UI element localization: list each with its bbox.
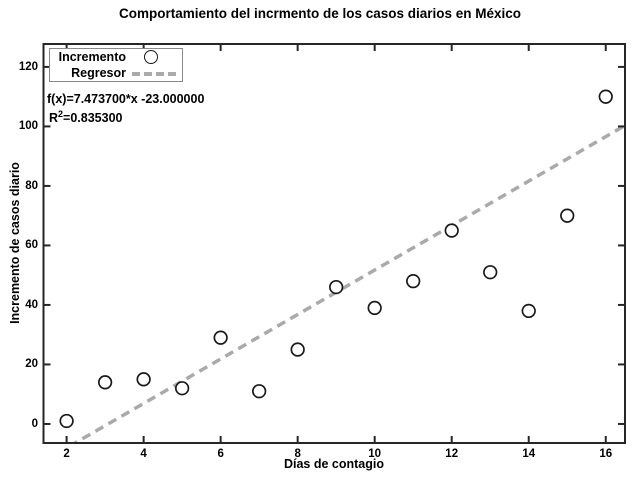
legend-marker-circle-icon [144,50,158,64]
chart-title: Comportamiento del incrmento de los caso… [118,6,522,21]
legend-label-incremento: Incremento [58,50,126,64]
data-point [252,384,267,399]
legend-marker-dashed-line-icon [132,72,176,76]
data-point [521,303,536,319]
data-point [367,300,382,316]
data-point [560,208,575,223]
data-point [483,265,498,280]
legend-item-incremento: Incremento [50,49,182,64]
data-point [329,279,344,295]
legend-label-regresor: Regresor [71,66,126,80]
data-point [59,413,74,429]
data-point [290,342,305,357]
data-point [174,381,190,396]
data-point [97,375,113,390]
data-point [213,330,228,345]
annotation-r-squared: R2=0.835300 [49,109,123,126]
data-point [406,273,421,289]
legend-item-regresor: Regresor [50,65,182,80]
data-point [444,223,459,238]
y-axis-label: Incremento de casos diario [8,162,22,324]
x-axis-label: Días de contagio [283,457,385,471]
annotation-block: f(x)=7.473700*x -23.000000 R2=0.835300 [47,92,204,126]
axes-box [42,43,626,444]
legend: Incremento Regresor [49,48,183,82]
annotation-equation: f(x)=7.473700*x -23.000000 [47,92,205,106]
data-point [136,372,151,387]
data-point [598,89,613,104]
